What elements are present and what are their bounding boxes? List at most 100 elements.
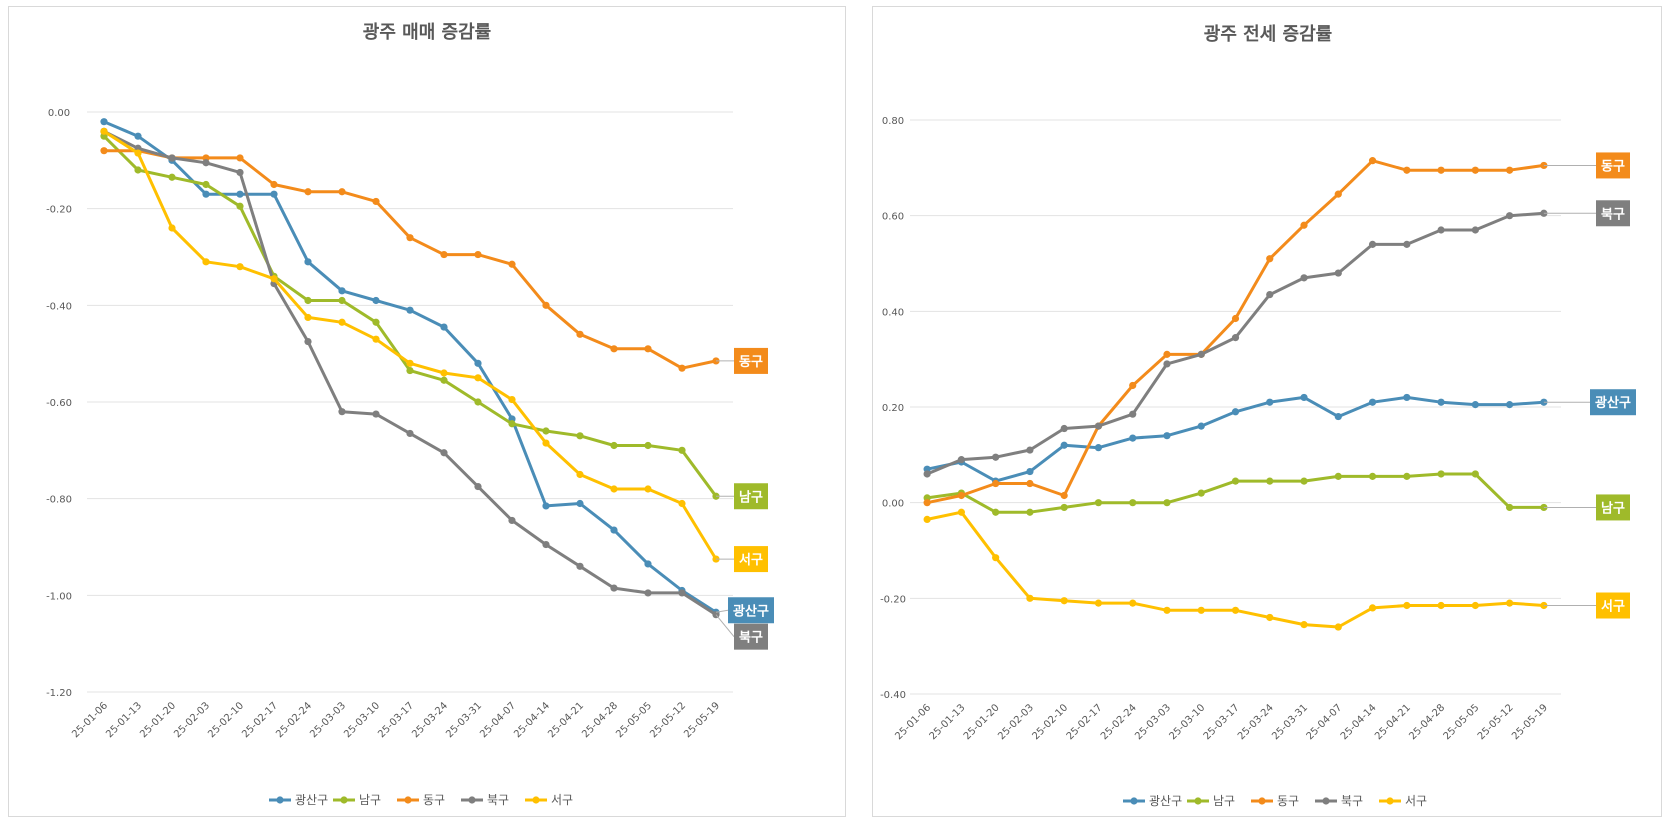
data-point — [1163, 350, 1171, 358]
data-point — [1266, 477, 1274, 485]
data-point — [474, 250, 482, 259]
end-label-text: 서구 — [739, 553, 763, 568]
legend-label: 서구 — [1405, 794, 1427, 808]
data-point — [202, 258, 210, 266]
data-point — [372, 296, 380, 305]
x-tick-label: 25-04-21 — [546, 700, 586, 740]
end-label-box — [734, 483, 768, 510]
end-label-text: 광산구 — [1595, 395, 1631, 411]
x-tick-label: 25-04-21 — [1373, 702, 1413, 742]
data-point — [1368, 398, 1377, 406]
x-tick-label: 25-02-10 — [1030, 702, 1070, 742]
y-tick-label: 0.80 — [882, 116, 904, 127]
data-point — [644, 560, 652, 568]
legend-item-ec849ceab5ac: 서구 — [1379, 794, 1427, 808]
data-point — [1471, 226, 1479, 234]
legend-item-eab491ec82b0eab5ac: 광산구 — [1123, 794, 1182, 808]
legend-label: 북구 — [1341, 794, 1363, 808]
y-tick-label: -0.20 — [880, 594, 906, 605]
x-tick-label: 25-03-03 — [308, 700, 348, 740]
data-point — [440, 250, 448, 259]
data-point — [1197, 422, 1205, 430]
data-point — [372, 410, 380, 418]
x-tick-label: 25-03-10 — [1167, 702, 1207, 742]
data-point — [236, 154, 244, 162]
data-point — [440, 323, 448, 331]
data-point — [1026, 508, 1034, 516]
data-point — [1506, 401, 1514, 409]
data-point — [1231, 606, 1240, 614]
data-point — [1334, 269, 1342, 277]
data-point — [1300, 393, 1308, 402]
data-point — [168, 173, 176, 181]
data-point — [678, 364, 686, 372]
data-point — [1506, 212, 1514, 220]
series-line-ebb681eab5ac — [925, 211, 1546, 476]
data-point — [1060, 491, 1068, 500]
data-point — [440, 449, 448, 457]
data-point — [957, 456, 965, 464]
data-point — [440, 369, 448, 377]
y-tick-label: 0.00 — [48, 108, 70, 119]
data-point — [1300, 477, 1308, 485]
data-point — [1403, 393, 1411, 402]
data-point — [1368, 240, 1377, 248]
chart-panel-sale: 광주 매매 증감률 0.00 -0.20 -0.40 -0.60 -0.80 -1.00 -1… — [8, 6, 846, 817]
legend-swatch-marker — [1130, 797, 1138, 805]
data-point — [1266, 255, 1274, 263]
x-tick-label: 25-04-14 — [1339, 702, 1379, 742]
data-point — [1163, 606, 1171, 614]
data-point — [1163, 432, 1171, 440]
x-tick-label: 25-05-19 — [682, 700, 722, 740]
x-tick-label: 25-01-13 — [104, 700, 144, 740]
data-point — [304, 313, 312, 322]
data-point — [644, 589, 652, 597]
y-tick-label: -1.00 — [46, 591, 72, 602]
data-point — [372, 335, 380, 343]
legend-label: 남구 — [359, 793, 381, 807]
data-point — [1060, 441, 1068, 449]
end-label-box — [734, 546, 768, 573]
data-point — [1506, 166, 1514, 174]
data-point — [610, 485, 618, 493]
end-label-text: 남구 — [739, 489, 763, 505]
data-point — [1506, 503, 1514, 512]
data-point — [1163, 360, 1171, 368]
x-tick-label: 25-04-07 — [1305, 702, 1345, 742]
data-point — [1197, 350, 1205, 358]
data-point — [1129, 381, 1137, 390]
legend-swatch-marker — [404, 796, 412, 804]
data-point — [406, 359, 414, 367]
data-point — [1094, 499, 1103, 507]
data-point — [440, 376, 448, 384]
chart-title: 광주 매매 증감률 — [363, 22, 491, 43]
data-point — [1334, 190, 1342, 198]
y-tick-label: -0.20 — [46, 205, 72, 216]
legend-swatch-marker — [1194, 797, 1202, 805]
end-label-text: 북구 — [739, 631, 763, 646]
end-label-box — [1590, 389, 1636, 416]
data-point — [610, 345, 618, 353]
x-tick-label: 25-05-19 — [1510, 702, 1550, 742]
data-point — [576, 330, 584, 338]
data-point — [1506, 599, 1514, 607]
data-point — [1026, 594, 1034, 602]
x-tick-label: 25-03-31 — [444, 700, 484, 740]
x-tick-label: 25-03-17 — [376, 700, 416, 740]
data-point — [202, 180, 210, 189]
end-label-text: 광산구 — [733, 603, 769, 619]
legend-swatch-marker — [1386, 797, 1394, 805]
x-tick-label: 25-01-20 — [138, 700, 178, 740]
data-point — [1163, 499, 1171, 507]
end-label-box — [1596, 152, 1630, 179]
data-point — [1437, 470, 1445, 478]
x-tick-label: 25-05-05 — [614, 700, 654, 740]
data-point — [508, 516, 516, 525]
x-tick-label: 25-04-07 — [478, 700, 518, 740]
chart-panel-jeonse: 광주 전세 증감률 0.80 0.60 0.40 0.20 0.00 -0.20 -0.40 2… — [872, 6, 1662, 817]
data-point — [1437, 226, 1445, 234]
data-point — [304, 258, 312, 266]
data-point — [992, 479, 1000, 488]
x-tick-label: 25-03-03 — [1133, 702, 1173, 742]
end-label-text: 동구 — [739, 355, 763, 370]
